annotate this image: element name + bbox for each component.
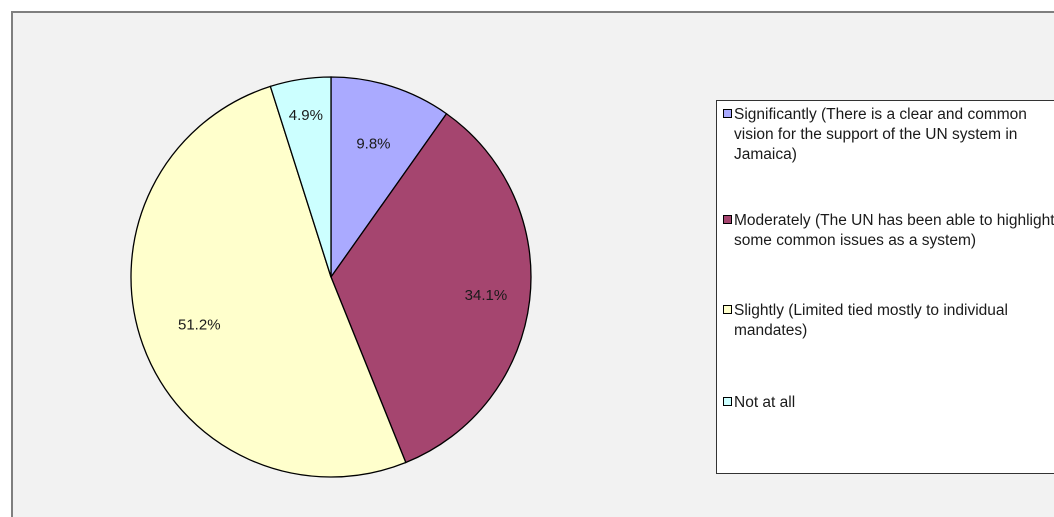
legend-swatch-slightly	[723, 305, 732, 314]
legend-item-slightly: Slightly (Limited tied mostly to individ…	[723, 301, 1054, 341]
legend-item-not-at-all: Not at all	[723, 393, 1054, 413]
legend-label: Slightly (Limited tied mostly to individ…	[734, 302, 1008, 339]
legend-item-moderately: Moderately (The UN has been able to high…	[723, 211, 1054, 251]
pie-slice-not-at-all	[269, 76, 332, 278]
data-label-significantly: 9.8%	[356, 136, 390, 153]
legend-item-significantly: Significantly (There is a clear and comm…	[723, 105, 1054, 165]
legend-swatch-significantly	[723, 109, 732, 118]
data-label-not-at-all: 4.9%	[289, 107, 323, 124]
chart-legend: Significantly (There is a clear and comm…	[716, 100, 1054, 474]
chart-area: 9.8% 34.1% 51.2% 4.9% Significantly (There …	[11, 11, 1054, 517]
pie-chart: 9.8% 34.1% 51.2% 4.9%	[130, 76, 532, 478]
data-label-slightly: 51.2%	[178, 316, 221, 333]
legend-label: Significantly (There is a clear and comm…	[734, 106, 1027, 163]
data-label-moderately: 34.1%	[465, 287, 508, 304]
legend-label: Moderately (The UN has been able to high…	[734, 212, 1054, 249]
legend-label: Not at all	[734, 394, 796, 411]
pie-slice-slightly	[130, 85, 407, 478]
pie-slice-moderately	[330, 112, 532, 464]
pie-slice-significantly	[330, 76, 448, 280]
legend-swatch-moderately	[723, 215, 732, 224]
legend-swatch-not-at-all	[723, 397, 732, 406]
